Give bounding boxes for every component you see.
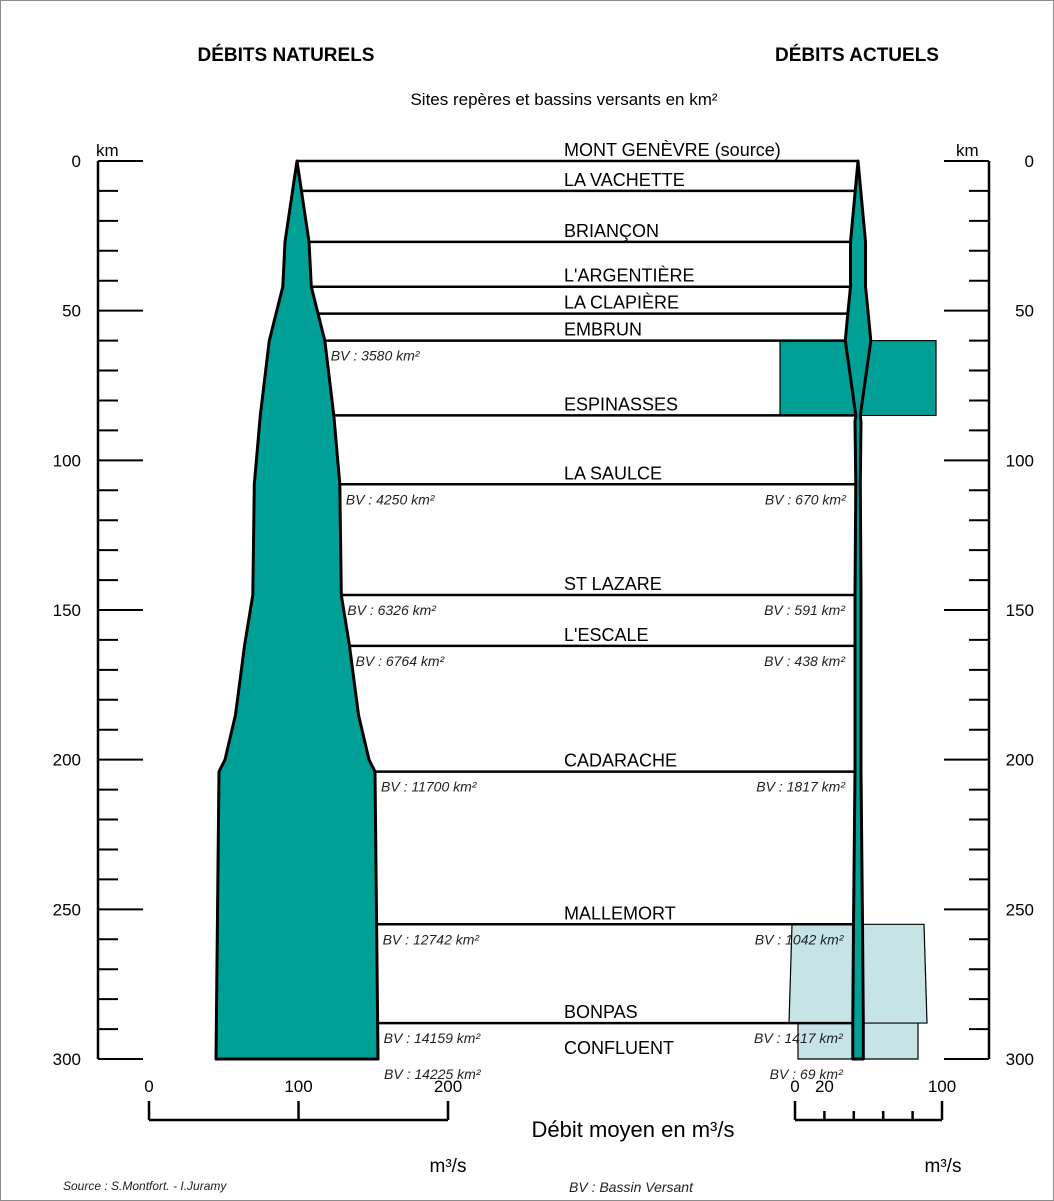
km-tick-label-left: 250 — [53, 900, 81, 919]
actual-scale-tick-label: 0 — [790, 1077, 799, 1096]
basin-label-natural: BV : 6764 km² — [356, 653, 446, 669]
km-tick-label-right: 150 — [1006, 601, 1034, 620]
basin-label-natural: BV : 14225 km² — [384, 1066, 482, 1082]
actual-flow-layer — [843, 159, 873, 1061]
site-lines-layer: MONT GENÈVRE (source) LA VACHETTE BRIANÇON… — [297, 140, 858, 1082]
source-credit: Source : S.Montfort. - I.Juramy — [63, 1179, 227, 1193]
km-tick-label-right: 250 — [1006, 900, 1034, 919]
actual-scale-tick-label: 100 — [928, 1077, 956, 1096]
km-tick-label-left: 300 — [53, 1050, 81, 1069]
km-tick-label-right: 100 — [1006, 451, 1034, 470]
basin-label-actual: BV : 591 km² — [764, 602, 846, 618]
km-tick-label-right: 0 — [1025, 152, 1034, 171]
km-tick-label-right: 50 — [1015, 302, 1034, 321]
natural-scale-tick-label: 100 — [284, 1077, 312, 1096]
basin-label-natural: BV : 4250 km² — [346, 491, 436, 507]
site-label: LA CLAPIÈRE — [564, 293, 679, 313]
site-label: CONFLUENT — [564, 1038, 674, 1058]
basin-label-actual: BV : 1042 km² — [755, 931, 845, 947]
right-title: DÉBITS ACTUELS — [775, 44, 939, 66]
basin-label-actual: BV : 1417 km² — [754, 1030, 844, 1046]
bv-legend: BV : Bassin Versant — [569, 1179, 694, 1195]
basin-label-natural: BV : 11700 km² — [381, 779, 478, 795]
km-tick-label-left: 150 — [53, 601, 81, 620]
natural-flow-layer — [214, 159, 380, 1061]
subtitle: Sites repères et bassins versants en km² — [410, 90, 717, 109]
km-unit-label-right: km — [956, 141, 979, 160]
km-unit-label-left: km — [96, 141, 119, 160]
basin-label-actual: BV : 438 km² — [764, 653, 846, 669]
km-tick-label-left: 50 — [62, 302, 81, 321]
site-label: BRIANÇON — [564, 221, 659, 241]
left-title: DÉBITS NATURELS — [198, 44, 375, 66]
km-tick-label-right: 200 — [1006, 751, 1034, 770]
basin-label-actual: BV : 1817 km² — [756, 779, 846, 795]
natural-flow-shape — [214, 159, 380, 1061]
flow-scales-layer: 0 100 200 0 20 100 — [144, 1077, 956, 1122]
site-label: BONPAS — [564, 1002, 638, 1022]
km-tick-label-left: 0 — [72, 152, 81, 171]
site-label: LA VACHETTE — [564, 170, 685, 190]
natural-scale-tick-label: 0 — [144, 1077, 153, 1096]
basin-label-natural: BV : 14159 km² — [384, 1030, 482, 1046]
km-axes-layer: 0 50 100 150 200 250 300 km 0 50 100 150 200 250 300 km — [53, 141, 1034, 1069]
site-label: ST LAZARE — [564, 574, 662, 594]
site-label: CADARACHE — [564, 751, 677, 771]
km-tick-label-right: 300 — [1006, 1050, 1034, 1069]
actual-flow-shape — [843, 159, 873, 1061]
site-label: EMBRUN — [564, 320, 642, 340]
basin-label-actual: BV : 670 km² — [765, 491, 847, 507]
site-label: L'ESCALE — [564, 625, 648, 645]
basin-label-natural: BV : 12742 km² — [383, 931, 481, 947]
actual-scale-unit: m³/s — [925, 1156, 962, 1177]
natural-scale-tick-label: 200 — [434, 1077, 462, 1096]
basin-label-natural: BV : 3580 km² — [331, 348, 421, 364]
site-label: L'ARGENTIÈRE — [564, 266, 694, 286]
site-label: LA SAULCE — [564, 463, 662, 483]
natural-scale-unit: m³/s — [430, 1156, 467, 1177]
km-tick-label-left: 100 — [53, 451, 81, 470]
flow-scale-title: Débit moyen en m³/s — [532, 1117, 735, 1142]
site-label: MALLEMORT — [564, 903, 676, 923]
basin-label-natural: BV : 6326 km² — [347, 602, 437, 618]
actual-scale-tick-label: 20 — [815, 1077, 834, 1096]
site-label: MONT GENÈVRE (source) — [564, 140, 781, 160]
basin-label-actual: BV : 69 km² — [770, 1066, 844, 1082]
site-label: ESPINASSES — [564, 394, 678, 414]
km-tick-label-left: 200 — [53, 751, 81, 770]
